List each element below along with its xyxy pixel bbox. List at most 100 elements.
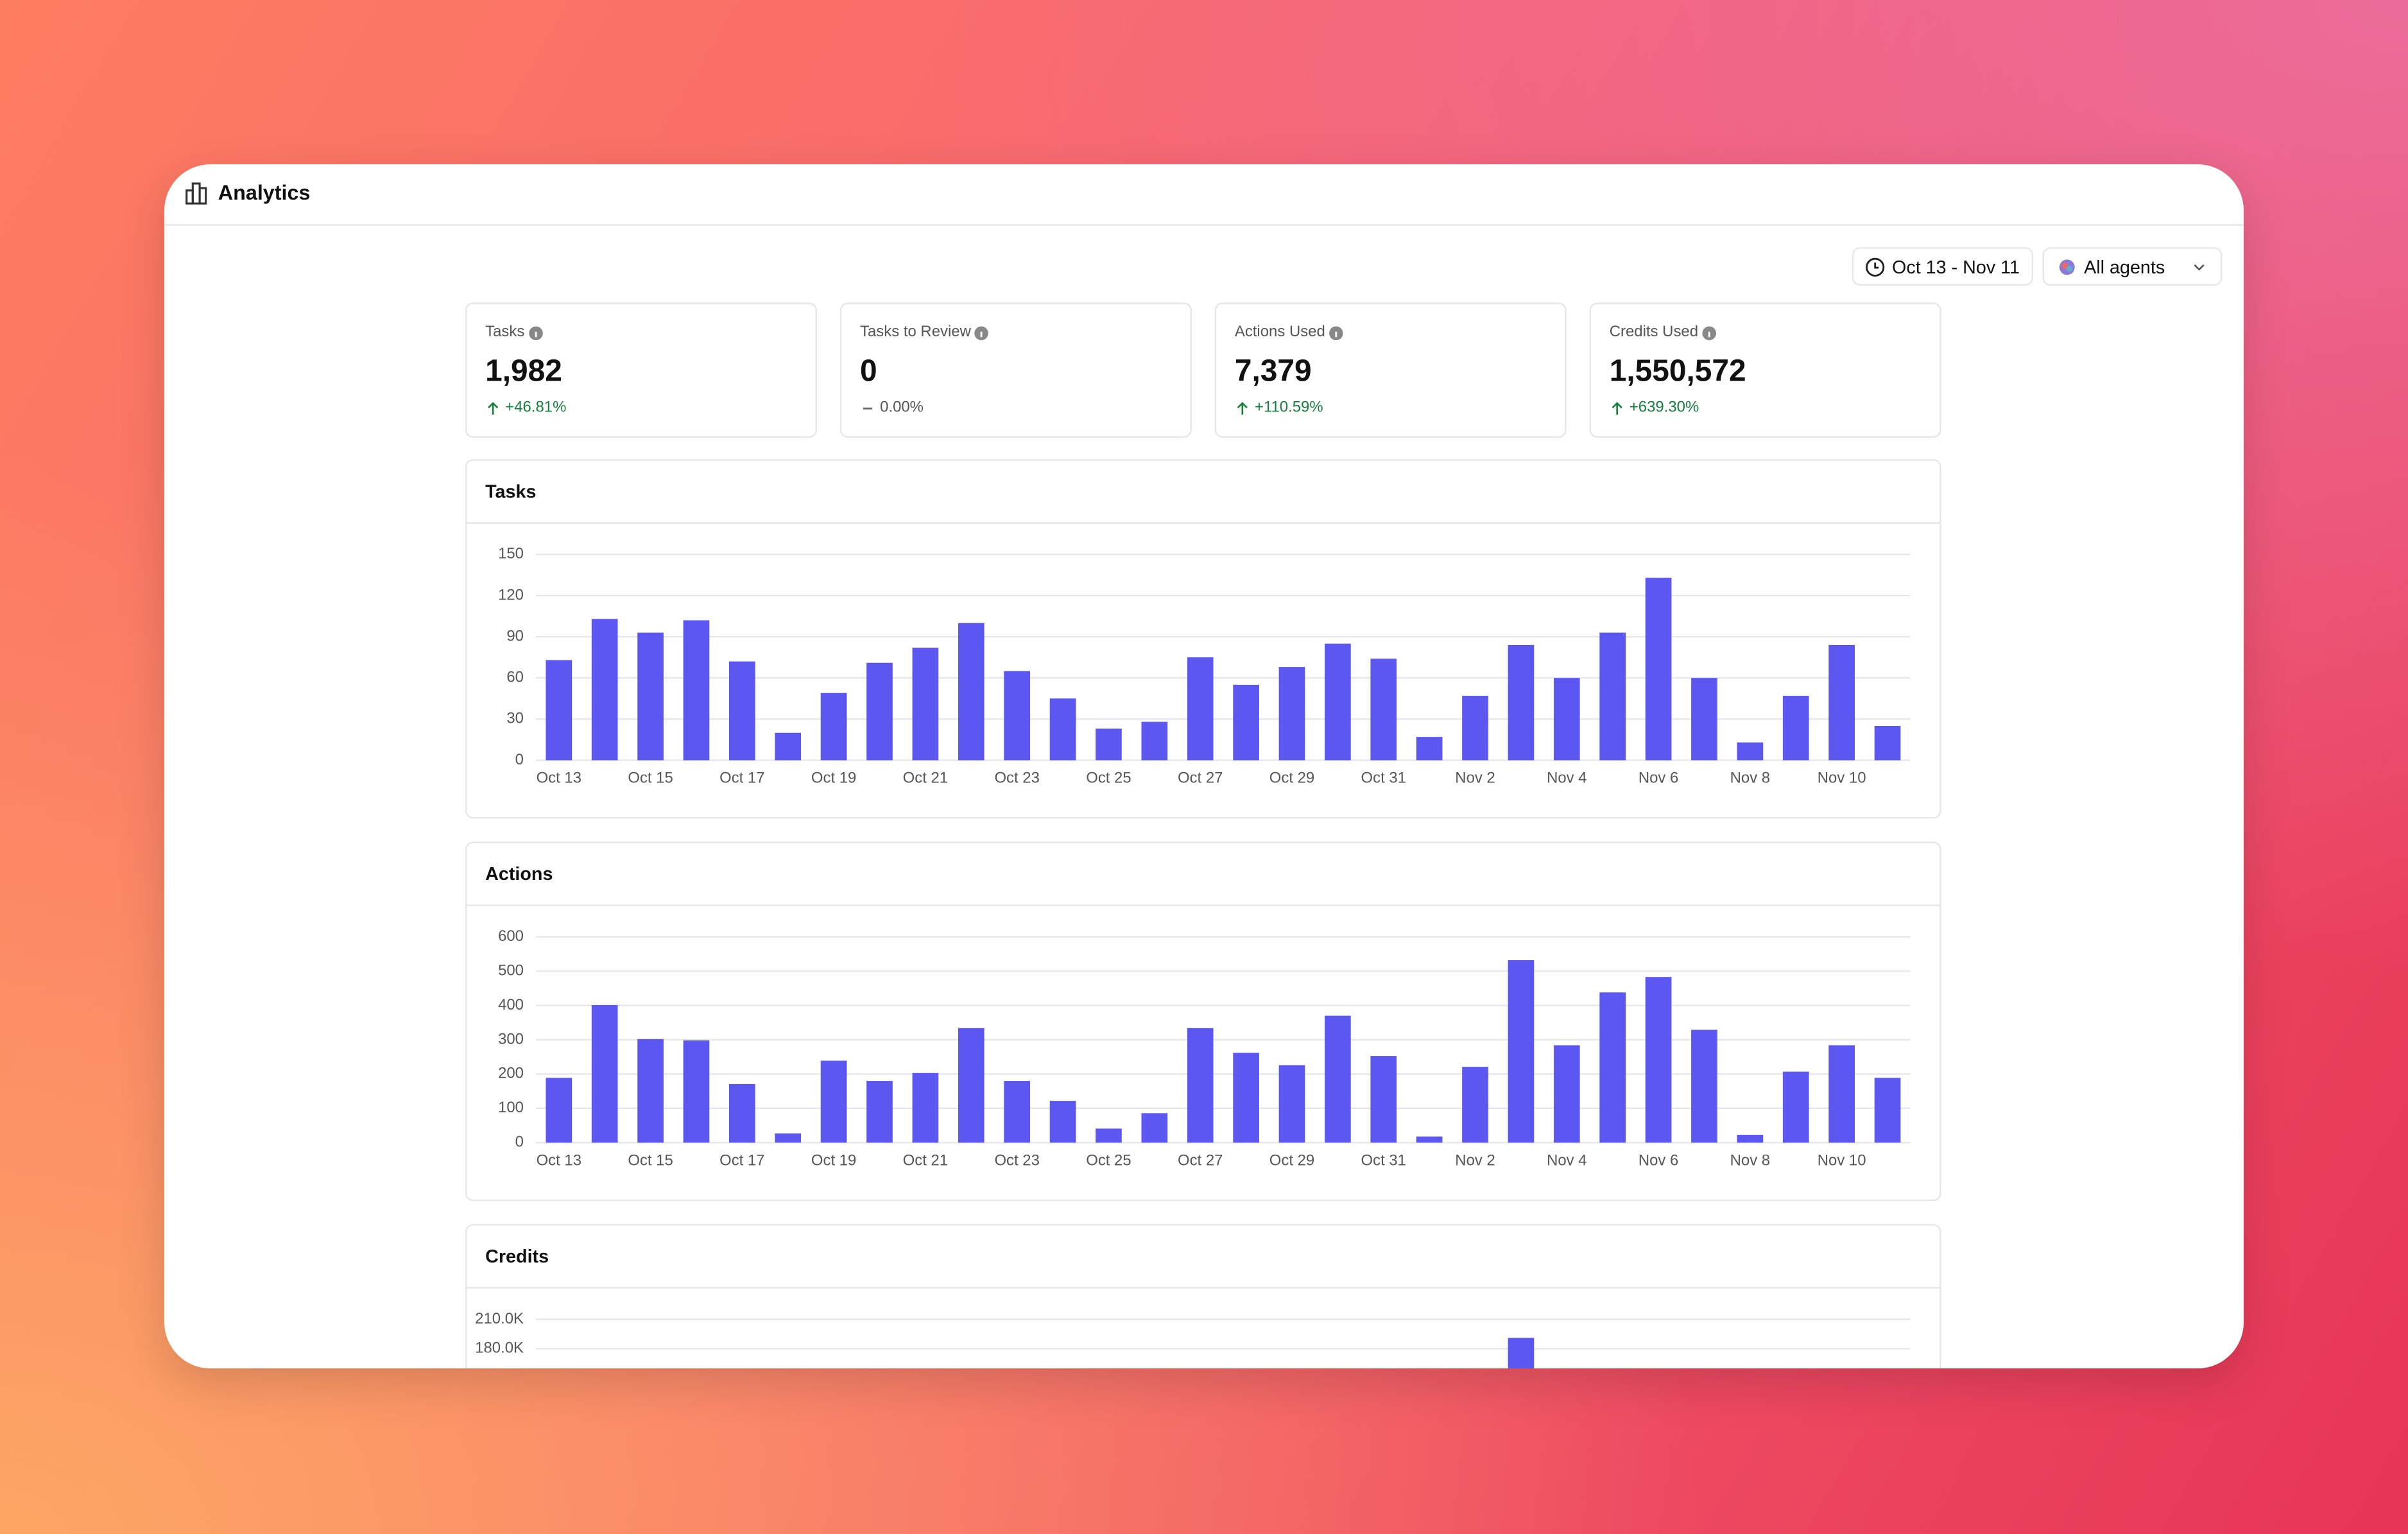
chart-card: Tasks 0 30 60 90 120 150 Oct 13 Oct 15 Oct 17 Oct … [465, 459, 1941, 819]
x-tick-label: Nov 10 [1818, 769, 1866, 786]
chart-card: Credits 180.0K 210.0K [465, 1224, 1941, 1369]
bar [729, 1083, 755, 1143]
chart-title: Actions [485, 863, 553, 885]
bar [1096, 728, 1122, 761]
change-icon [863, 408, 873, 409]
bar [683, 1040, 710, 1143]
bar [1049, 1101, 1076, 1143]
date-range-button[interactable]: Oct 13 - Nov 11 [1852, 247, 2034, 286]
bar [820, 693, 847, 761]
x-tick-label: Oct 15 [628, 769, 673, 786]
bar [958, 623, 985, 761]
x-tick-label: Oct 31 [1361, 769, 1406, 786]
bar [1004, 671, 1031, 761]
bar [1370, 659, 1397, 761]
x-tick-label: Oct 13 [537, 1151, 581, 1169]
x-tick-label: Oct 25 [1086, 1151, 1131, 1169]
bar [1004, 1081, 1031, 1143]
bar [1553, 678, 1580, 761]
info-icon [1702, 326, 1717, 341]
agent: All agents [2084, 256, 2165, 279]
bar [546, 1078, 572, 1143]
x-tick-label: Oct 21 [903, 1151, 948, 1169]
bar [1508, 644, 1535, 761]
stat-change: +46.81% [505, 399, 567, 417]
up-arrow [1612, 402, 1622, 415]
window: Analytics Oct 13 - Nov 11 All agents Tas… [164, 164, 2244, 1369]
up-arrow [487, 402, 499, 415]
bar [912, 648, 939, 761]
bar [637, 632, 664, 761]
stat-card: Actions Used 7,379 +110.59% [1214, 302, 1567, 438]
x-tick-label: Oct 19 [811, 1151, 856, 1169]
bar [1325, 1015, 1351, 1143]
x-tick-label: Oct 13 [537, 769, 581, 786]
bar [1737, 742, 1764, 761]
agent-select[interactable]: All agents [2042, 247, 2223, 286]
change-icon [1237, 402, 1248, 415]
bar [591, 1004, 618, 1143]
y-tick-label: 400 [498, 996, 524, 1013]
info-bar [980, 331, 983, 338]
x-tick-label: Oct 17 [719, 769, 764, 786]
stat-value: 7,379 [1234, 354, 1312, 389]
y-tick-label: 300 [498, 1030, 524, 1047]
info-icon [974, 326, 988, 341]
chart: 0 100 200 300 400 500 600 Oct 13 Oct 15 Oct 17 Oct… [498, 927, 1911, 1169]
x-tick-label: Nov 10 [1818, 1151, 1866, 1169]
card-divider [467, 522, 1940, 524]
bar [958, 1028, 985, 1143]
change-icon [1612, 402, 1622, 415]
stat-value: 1,550,572 [1609, 354, 1746, 389]
y-tick-label: 0 [515, 751, 524, 768]
bar [1828, 644, 1855, 761]
bar [1828, 1045, 1855, 1143]
x-tick-label: Nov 6 [1638, 1151, 1678, 1169]
stat-change: 0.00% [880, 399, 924, 417]
stat-label: Tasks [485, 323, 525, 341]
bar [1782, 695, 1809, 761]
y-tick-label: 60 [506, 669, 524, 686]
x-tick-label: Nov 8 [1730, 769, 1770, 786]
x-tick-label: Oct 23 [994, 1151, 1039, 1169]
stat-card: Credits Used 1,550,572 +639.30% [1589, 302, 1941, 438]
chart: 180.0K 210.0K [475, 1310, 1911, 1369]
bar [775, 732, 802, 761]
bar [1416, 737, 1443, 761]
y-tick-label: 210.0K [475, 1310, 524, 1327]
bar [1737, 1134, 1764, 1143]
stat-value: 0 [860, 354, 877, 389]
bar [1874, 1078, 1901, 1143]
y-tick-label: 600 [498, 927, 524, 945]
x-tick-label: Oct 29 [1269, 1151, 1314, 1169]
bar [1049, 698, 1076, 761]
header: Analytics [164, 164, 2244, 226]
x-tick-label: Oct 19 [811, 769, 856, 786]
bar [1645, 977, 1672, 1143]
x-tick-label: Nov 6 [1638, 769, 1678, 786]
info-icon [1329, 326, 1343, 341]
info-bar [535, 331, 537, 338]
x-tick-label: Oct 29 [1269, 769, 1314, 786]
bar [1462, 695, 1488, 761]
bar [1553, 1045, 1580, 1143]
chart-card: Actions 0 100 200 300 400 500 600 Oct 13 Oct 15 Oc… [465, 841, 1941, 1202]
y-tick-label: 90 [506, 627, 524, 644]
y-tick-label: 500 [498, 961, 524, 979]
bar [1599, 992, 1626, 1143]
x-tick-label: Nov 4 [1547, 769, 1587, 786]
chart-title: Credits [485, 1245, 549, 1268]
bar [1508, 960, 1535, 1143]
x-tick-label: Oct 17 [719, 1151, 764, 1169]
bar [866, 1081, 893, 1143]
x-tick-label: Nov 8 [1730, 1151, 1770, 1169]
up-arrow [1237, 402, 1248, 415]
bar [775, 1133, 802, 1143]
bar [1691, 678, 1717, 761]
bar [1691, 1030, 1717, 1143]
bar [1141, 721, 1168, 761]
bar [591, 619, 618, 761]
x-tick-label: Oct 23 [994, 769, 1039, 786]
stat-label: Tasks to Review [860, 323, 971, 341]
